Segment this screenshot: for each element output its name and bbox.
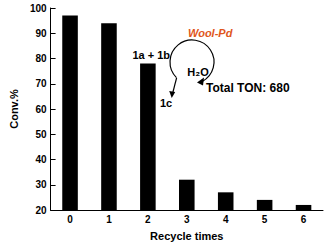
svg-text:1c: 1c <box>160 97 172 109</box>
svg-text:100: 100 <box>30 3 47 14</box>
svg-text:1a + 1b: 1a + 1b <box>132 49 170 61</box>
svg-text:50: 50 <box>35 129 47 140</box>
svg-text:30: 30 <box>35 179 47 190</box>
svg-text:80: 80 <box>35 53 47 64</box>
svg-text:Recycle times: Recycle times <box>150 230 223 242</box>
svg-text:90: 90 <box>35 28 47 39</box>
svg-text:70: 70 <box>35 78 47 89</box>
svg-text:H₂O: H₂O <box>187 66 209 78</box>
svg-text:6: 6 <box>301 214 307 225</box>
svg-text:Total TON: 680: Total TON: 680 <box>206 81 290 95</box>
svg-text:5: 5 <box>262 214 268 225</box>
svg-text:20: 20 <box>35 205 47 216</box>
svg-text:Conv.%: Conv.% <box>8 89 20 129</box>
svg-text:2: 2 <box>145 214 151 225</box>
svg-text:40: 40 <box>35 154 47 165</box>
svg-text:4: 4 <box>223 214 229 225</box>
svg-text:3: 3 <box>184 214 190 225</box>
svg-text:0: 0 <box>67 214 73 225</box>
svg-text:Wool-Pd: Wool-Pd <box>188 27 233 39</box>
svg-text:60: 60 <box>35 104 47 115</box>
svg-text:1: 1 <box>106 214 112 225</box>
